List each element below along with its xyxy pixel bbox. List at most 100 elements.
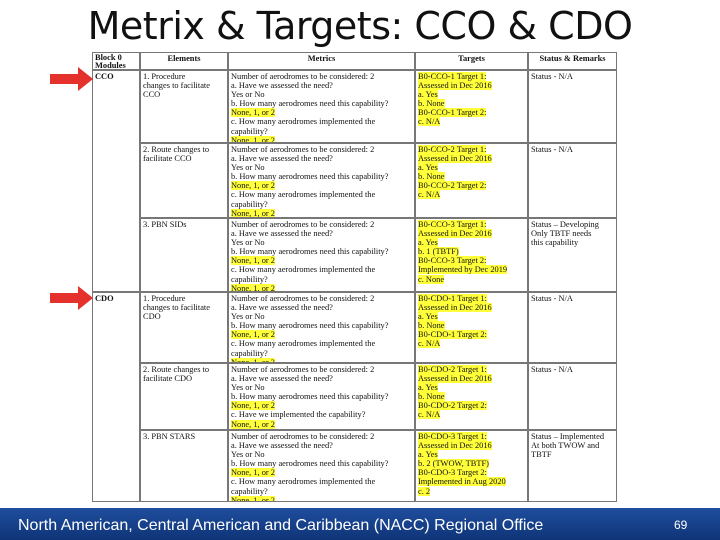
- element-cell: 2. Route changes to facilitate CDO: [140, 363, 228, 430]
- status-cell: Status - N/A: [528, 143, 617, 218]
- element-text: 3. PBN STARS: [143, 432, 196, 441]
- targets-text: B0-CCO-3 Target 1:: [418, 220, 487, 229]
- targets-text: Assessed in Dec 2016: [418, 374, 492, 384]
- element-cell: 3. PBN STARS: [140, 430, 228, 502]
- metrics-text: a. Have we assessed the need?: [231, 229, 333, 239]
- metrics-cell: Number of aerodromes to be considered: 2…: [228, 292, 415, 363]
- metrics-text: a. Have we assessed the need?: [231, 303, 333, 313]
- targets-text: Assessed in Dec 2016: [418, 229, 492, 239]
- metrics-text: Number of aerodromes to be considered: 2: [231, 145, 375, 154]
- targets-text: B0-CCO-2 Target 1:: [418, 145, 487, 154]
- metrics-text: Yes or No: [231, 312, 265, 322]
- red-arrow: [50, 286, 93, 310]
- metrics-text: b. How many aerodromes need this capabil…: [231, 247, 389, 257]
- targets-text: Implemented by Dec 2019: [418, 265, 508, 275]
- metrics-text: None, 1, or 2: [231, 283, 275, 292]
- metrics-text: Number of aerodromes to be considered: 2: [231, 365, 375, 374]
- element-text: facilitate CCO: [143, 154, 192, 164]
- metrics-text: capability?: [231, 486, 268, 496]
- metrics-text: None, 1, or 2: [231, 419, 275, 429]
- metrics-text: None, 1, or 2: [231, 468, 275, 478]
- metrics-text: Number of aerodromes to be considered: 2: [231, 72, 375, 81]
- header-cell: Block 0 Modules: [92, 52, 140, 70]
- header-cell: Status & Remarks: [528, 52, 617, 70]
- targets-text: b. None: [418, 172, 445, 182]
- targets-text: b. None: [418, 392, 445, 402]
- metrics-text: a. Have we assessed the need?: [231, 81, 333, 91]
- status-text: Status – Implemented: [531, 432, 605, 441]
- metrics-text: b. How many aerodromes need this capabil…: [231, 321, 389, 331]
- header-text: Block 0: [95, 53, 122, 62]
- element-text: CCO: [143, 90, 161, 100]
- targets-text: B0-CCO-1 Target 1:: [418, 72, 487, 81]
- targets-text: Implemented in Aug 2020: [418, 477, 506, 487]
- metrics-text: b. How many aerodromes need this capabil…: [231, 392, 389, 402]
- targets-text: B0-CDO-2 Target 2:: [418, 401, 487, 411]
- targets-cell: B0-CCO-1 Target 1: Assessed in Dec 2016 a.…: [415, 70, 528, 143]
- metrics-text: Number of aerodromes to be considered: 2: [231, 220, 375, 229]
- metrics-text: None, 1, or 2: [231, 135, 275, 143]
- targets-text: a. Yes: [418, 312, 438, 322]
- status-cell: Status - N/A: [528, 363, 617, 430]
- metrics-text: Yes or No: [231, 383, 265, 393]
- module-name: CDO: [95, 294, 114, 303]
- module-name: CCO: [95, 72, 114, 81]
- targets-text: B0-CCO-2 Target 2:: [418, 181, 487, 191]
- targets-text: B0-CCO-3 Target 2:: [418, 256, 487, 266]
- targets-text: B0-CDO-2 Target 1:: [418, 365, 487, 374]
- targets-text: B0-CDO-1 Target 2:: [418, 330, 487, 340]
- status-text: Status - N/A: [531, 72, 573, 81]
- element-cell: 1. Procedure changes to facilitate CDO: [140, 292, 228, 363]
- metrics-text: c. How many aerodromes implemented the: [231, 339, 376, 349]
- targets-text: Assessed in Dec 2016: [418, 303, 492, 313]
- metrics-text: None, 1, or 2: [231, 401, 275, 411]
- targets-text: c. N/A: [418, 410, 441, 420]
- metrics-text: None, 1, or 2: [231, 181, 275, 191]
- metrics-text: b. How many aerodromes need this capabil…: [231, 172, 389, 182]
- status-text: Status – Developing: [531, 220, 599, 229]
- metrics-cell: Number of aerodromes to be considered: 2…: [228, 70, 415, 143]
- metrics-text: capability?: [231, 348, 268, 358]
- metrics-text: Yes or No: [231, 163, 265, 173]
- targets-text: Assessed in Dec 2016: [418, 81, 492, 91]
- header-cell: Metrics: [228, 52, 415, 70]
- targets-text: b. None: [418, 99, 445, 109]
- status-text: Status - N/A: [531, 294, 573, 303]
- metrics-text: Number of aerodromes to be considered: 2: [231, 432, 375, 441]
- header-text: Status & Remarks: [539, 54, 606, 63]
- targets-text: B0-CDO-1 Target 1:: [418, 294, 487, 303]
- targets-text: a. Yes: [418, 383, 438, 393]
- element-text: changes to facilitate: [143, 81, 210, 91]
- metrics-text: None, 1, or 2: [231, 330, 275, 340]
- targets-cell: B0-CDO-2 Target 1: Assessed in Dec 2016 a.…: [415, 363, 528, 430]
- metrics-text: a. Have we assessed the need?: [231, 441, 333, 451]
- metrics-text: capability?: [231, 199, 268, 209]
- red-arrow: [50, 67, 93, 91]
- metrics-text: a. Have we assessed the need?: [231, 374, 333, 384]
- targets-text: Assessed in Dec 2016: [418, 441, 492, 451]
- element-cell: 1. Procedure changes to facilitate CCO: [140, 70, 228, 143]
- element-text: CDO: [143, 312, 161, 322]
- metrics-text: None, 1, or 2: [231, 256, 275, 266]
- status-text: Status - N/A: [531, 365, 573, 374]
- targets-cell: B0-CCO-2 Target 1: Assessed in Dec 2016 a.…: [415, 143, 528, 218]
- targets-text: b. 2 (TWOW, TBTF): [418, 459, 489, 469]
- footer-bar: North American, Central American and Car…: [0, 508, 720, 540]
- targets-cell: B0-CDO-3 Target 1: Assessed in Dec 2016 a.…: [415, 430, 528, 502]
- status-cell: Status - N/A: [528, 70, 617, 143]
- targets-text: c. N/A: [418, 339, 441, 349]
- targets-text: a. Yes: [418, 450, 438, 460]
- metrics-text: Yes or No: [231, 90, 265, 100]
- metrics-text: Number of aerodromes to be considered: 2: [231, 294, 375, 303]
- status-text: At both TWOW and: [531, 441, 600, 451]
- targets-text: a. Yes: [418, 238, 438, 248]
- header-cell: Elements: [140, 52, 228, 70]
- metrics-text: c. How many aerodromes implemented the: [231, 477, 376, 487]
- metrics-text: capability?: [231, 126, 268, 136]
- page-number: 69: [674, 518, 688, 532]
- metrics-text: b. How many aerodromes need this capabil…: [231, 459, 389, 469]
- element-text: facilitate CDO: [143, 374, 193, 384]
- targets-text: b. None: [418, 321, 445, 331]
- targets-text: B0-CCO-1 Target 2:: [418, 108, 487, 118]
